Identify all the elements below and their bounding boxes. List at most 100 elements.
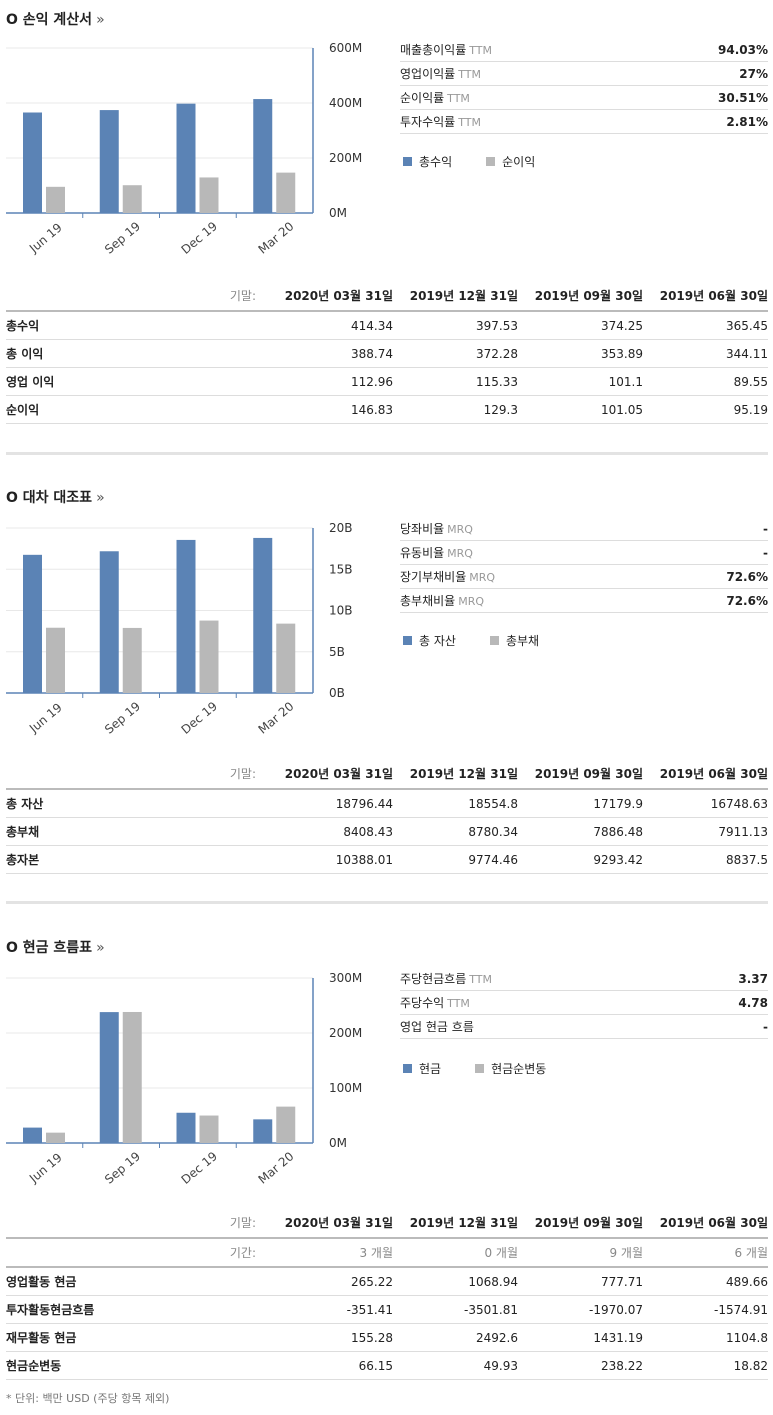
row-label: 총 이익: [6, 339, 268, 368]
section-title[interactable]: O 대차 대조표»: [6, 487, 105, 507]
table-cell: 9293.42: [518, 845, 643, 874]
x-tick-label: Sep 19: [102, 699, 143, 737]
period-value: 0 개월: [393, 1238, 518, 1268]
table-cell: 414.34: [268, 311, 393, 340]
bar: [99, 110, 119, 213]
chart-legend: 총 자산 총부채: [403, 632, 573, 649]
ratio-label: 영업 현금 흐름: [400, 1018, 477, 1035]
y-tick-label: 200M: [329, 151, 362, 165]
row-label: 현금순변동: [6, 1351, 268, 1380]
footnote: * 단위: 백만 USD (주당 항목 제외): [6, 1392, 170, 1405]
x-tick-label: Mar 20: [256, 1149, 297, 1187]
ratio-row: 당좌비율 MRQ -: [400, 517, 768, 541]
y-tick-label: 400M: [329, 96, 362, 110]
ratio-label: 당좌비율 MRQ: [400, 520, 473, 537]
bar: [46, 186, 65, 213]
table-row: 투자활동현금흐름 -351.41 -3501.81 -1970.07 -1574.91: [6, 1295, 768, 1324]
table-cell: 8837.5: [643, 845, 768, 874]
header-label: 기말:: [6, 758, 268, 790]
column-header: 2019년 09월 30일: [518, 280, 643, 312]
header-label: 기말:: [6, 1207, 268, 1239]
ratio-label-text: 총부채비율: [400, 594, 456, 608]
bar: [46, 1132, 65, 1143]
row-label: 재무활동 현금: [6, 1323, 268, 1352]
legend-swatch: [403, 157, 412, 166]
table-cell: 146.83: [268, 395, 393, 424]
table-cell: 7886.48: [518, 817, 643, 846]
section-divider: [6, 452, 768, 455]
y-tick-label: 600M: [329, 41, 362, 55]
section-title[interactable]: O 현금 흐름표»: [6, 937, 105, 957]
bar: [253, 537, 273, 693]
legend-swatch: [489, 636, 499, 645]
column-header: 2019년 06월 30일: [643, 1207, 768, 1239]
table-cell: 265.22: [268, 1267, 393, 1296]
bar: [46, 627, 65, 693]
table-cell: 9774.46: [393, 845, 518, 874]
ratio-suffix: TTM: [447, 92, 470, 105]
ratio-suffix: TTM: [469, 973, 492, 986]
ratio-row: 영업 현금 흐름 -: [400, 1015, 768, 1039]
table-cell: 365.45: [643, 311, 768, 340]
table-cell: 18.82: [643, 1351, 768, 1380]
table-cell: 2492.6: [393, 1323, 518, 1352]
table-cell: 372.28: [393, 339, 518, 368]
bar: [122, 627, 142, 693]
y-tick-label: 200M: [329, 1026, 362, 1040]
bar: [23, 1127, 42, 1143]
more-arrow-icon[interactable]: »: [96, 12, 105, 28]
row-label: 총수익: [6, 311, 268, 340]
legend-item: 현금: [403, 1060, 441, 1077]
table-cell: 344.11: [643, 339, 768, 368]
ratio-value: -: [763, 545, 768, 560]
table-cell: 1068.94: [393, 1267, 518, 1296]
section-title[interactable]: O 손익 계산서»: [6, 9, 105, 29]
column-header: 2019년 09월 30일: [518, 758, 643, 790]
ratio-label-text: 장기부채비율: [400, 570, 467, 584]
section-divider: [6, 901, 768, 904]
table-header-row: 기말: 2020년 03월 31일 2019년 12월 31일 2019년 09월 3…: [6, 758, 768, 790]
cashflow-table: 기말: 2020년 03월 31일 2019년 12월 31일 2019년 09월 3…: [6, 1207, 768, 1380]
legend-label: 총 자산: [419, 634, 456, 648]
ratios-list: 매출총이익률 TTM 94.03% 영업이익률 TTM 27% 순이익률 TTM 30.51% 투…: [400, 38, 768, 134]
bar: [122, 1011, 142, 1143]
bar: [276, 172, 296, 213]
table-cell: 374.25: [518, 311, 643, 340]
table-row: 총자본 10388.01 9774.46 9293.42 8837.5: [6, 845, 768, 874]
table-cell: -1574.91: [643, 1295, 768, 1324]
bar: [176, 539, 196, 693]
ratio-suffix: TTM: [447, 997, 470, 1010]
row-label: 투자활동현금흐름: [6, 1295, 268, 1324]
legend-swatch: [475, 1064, 485, 1073]
bar: [23, 554, 42, 693]
bar: [23, 112, 42, 213]
table-cell: -351.41: [268, 1295, 393, 1324]
ratio-row: 유동비율 MRQ -: [400, 541, 768, 565]
more-arrow-icon[interactable]: »: [96, 490, 105, 506]
table-cell: -1970.07: [518, 1295, 643, 1324]
table-cell: 238.22: [518, 1351, 643, 1380]
row-label: 영업 이익: [6, 367, 268, 396]
table-cell: -3501.81: [393, 1295, 518, 1324]
table-header-row: 기말: 2020년 03월 31일 2019년 12월 31일 2019년 09월 3…: [6, 1207, 768, 1239]
legend-swatch: [486, 157, 496, 166]
bar: [253, 1119, 273, 1143]
more-arrow-icon[interactable]: »: [96, 940, 105, 956]
ratio-value: 72.6%: [726, 593, 768, 608]
x-tick-label: Jun 19: [26, 1150, 65, 1186]
balance-table: 기말: 2020년 03월 31일 2019년 12월 31일 2019년 09월 3…: [6, 758, 768, 874]
table-row: 재무활동 현금 155.28 2492.6 1431.19 1104.8: [6, 1323, 768, 1352]
table-cell: 95.19: [643, 395, 768, 424]
ratio-label: 주당현금흐름 TTM: [400, 970, 492, 987]
ratio-suffix: TTM: [458, 68, 481, 81]
ratio-label-text: 매출총이익률: [400, 43, 467, 57]
legend-item: 총부채: [489, 632, 539, 649]
bar: [199, 620, 219, 693]
bar: [122, 185, 142, 213]
table-cell: 49.93: [393, 1351, 518, 1380]
legend-item: 총 자산: [403, 632, 456, 649]
column-header: 2019년 12월 31일: [393, 758, 518, 790]
period-label: 기간:: [6, 1238, 268, 1268]
ratio-row: 주당수익 TTM 4.78: [400, 991, 768, 1015]
legend-item: 총수익: [403, 153, 452, 170]
